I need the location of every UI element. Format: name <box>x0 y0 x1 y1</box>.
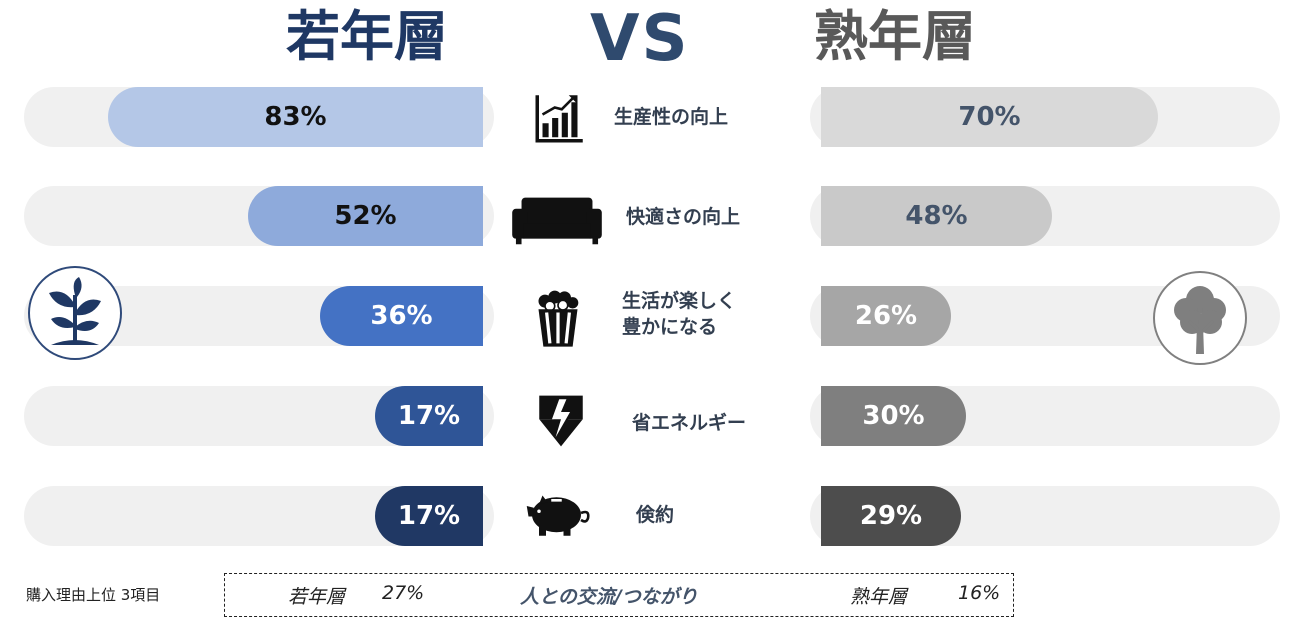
sofa-icon <box>510 192 604 254</box>
category-label: 生産性の向上 <box>614 106 729 128</box>
piggy-bank-icon <box>525 486 595 548</box>
category-label: 省エネルギー <box>632 412 747 434</box>
category-label: 生活が楽しく 豊かになる <box>622 290 737 338</box>
old-bar: 26% <box>821 286 951 346</box>
old-bar: 29% <box>821 486 961 546</box>
growth-chart-icon <box>532 90 588 152</box>
young-bar: 17% <box>375 386 483 446</box>
old-bar: 30% <box>821 386 966 446</box>
young-bar: 52% <box>248 186 483 246</box>
old-header: 熟年層 <box>814 5 976 68</box>
footer-title: 購入理由上位 3項目 <box>26 586 161 604</box>
sprout-icon <box>28 266 122 360</box>
young-header: 若年層 <box>286 5 448 68</box>
popcorn-icon <box>532 288 584 350</box>
footer-reason: 人との交流/つながり <box>520 586 698 608</box>
old-bar: 70% <box>821 87 1158 147</box>
tree-icon <box>1153 271 1247 365</box>
young-bar: 17% <box>375 486 483 546</box>
footer-box <box>224 573 1014 617</box>
young-bar: 36% <box>320 286 483 346</box>
footer-old-label: 熟年層 <box>850 586 908 608</box>
young-bar: 83% <box>108 87 483 147</box>
lightning-icon <box>532 392 590 454</box>
vs-header: VS <box>590 2 690 76</box>
old-bar: 48% <box>821 186 1052 246</box>
footer-old-value: 16% <box>958 582 1001 604</box>
category-label: 倹約 <box>636 504 675 526</box>
footer-young-value: 27% <box>382 582 425 604</box>
footer-young-label: 若年層 <box>288 586 346 608</box>
category-label: 快適さの向上 <box>626 206 741 228</box>
